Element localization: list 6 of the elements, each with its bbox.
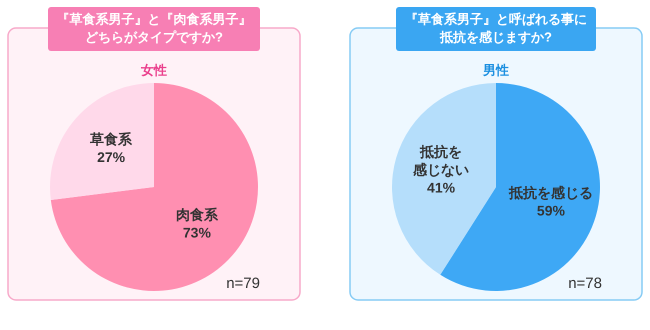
title: 『草食系男子』と呼ばれる事に抵抗を感じますか? bbox=[405, 11, 587, 44]
title: 『草食系男子』と『肉食系男子』どちらがタイプですか? bbox=[56, 11, 252, 44]
text: n=79 bbox=[226, 275, 260, 292]
subtitle: 女性 bbox=[141, 62, 167, 78]
text: n=78 bbox=[568, 275, 602, 292]
subtitle: 男性 bbox=[483, 62, 509, 78]
